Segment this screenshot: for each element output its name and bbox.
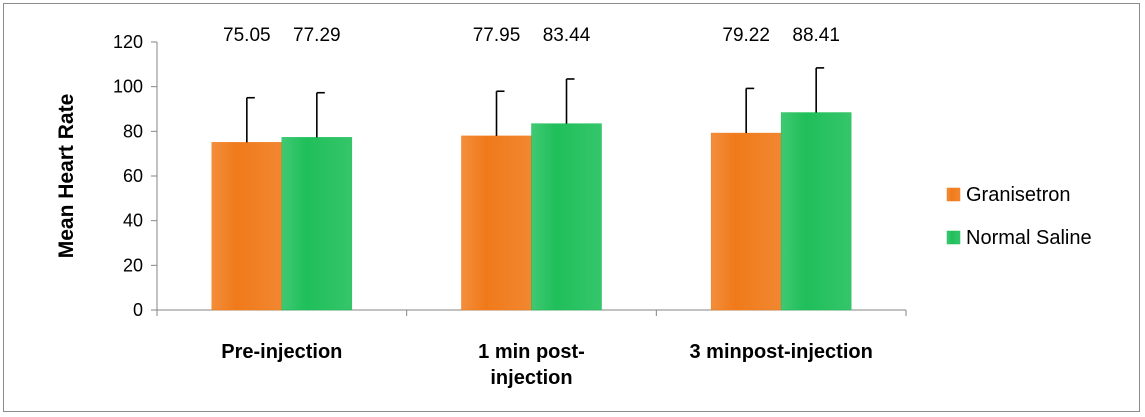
x-category-label: 1 min post- bbox=[478, 341, 585, 363]
legend-label: Granisetron bbox=[966, 184, 1071, 206]
y-tick-label: 60 bbox=[123, 166, 143, 186]
data-label: 77.29 bbox=[293, 25, 341, 46]
y-tick-label: 0 bbox=[133, 300, 143, 320]
bar-granisetron bbox=[710, 132, 782, 311]
legend-swatch bbox=[946, 187, 961, 202]
bar-normal-saline bbox=[281, 137, 353, 311]
y-tick-label: 120 bbox=[113, 32, 143, 52]
bar-normal-saline bbox=[780, 112, 852, 311]
y-tick-label: 100 bbox=[113, 77, 143, 97]
y-tick-label: 40 bbox=[123, 211, 143, 231]
legend-swatch bbox=[946, 230, 961, 245]
bar-granisetron bbox=[461, 135, 532, 311]
x-category-label: Pre-injection bbox=[221, 341, 342, 363]
data-label: 83.44 bbox=[543, 25, 591, 46]
y-tick-label: 80 bbox=[123, 121, 143, 141]
x-category-label: injection bbox=[490, 367, 572, 389]
bar-granisetron bbox=[211, 142, 283, 311]
data-label: 77.95 bbox=[473, 25, 521, 46]
x-category-label: 3 minpost-injection bbox=[689, 341, 872, 363]
y-axis-title: Mean Heart Rate bbox=[55, 94, 78, 259]
legend-label: Normal Saline bbox=[966, 227, 1092, 249]
data-label: 75.05 bbox=[223, 25, 271, 46]
data-label: 79.22 bbox=[722, 25, 770, 46]
data-label: 88.41 bbox=[792, 25, 840, 46]
y-tick-label: 20 bbox=[123, 255, 143, 275]
bar-normal-saline bbox=[531, 123, 602, 311]
